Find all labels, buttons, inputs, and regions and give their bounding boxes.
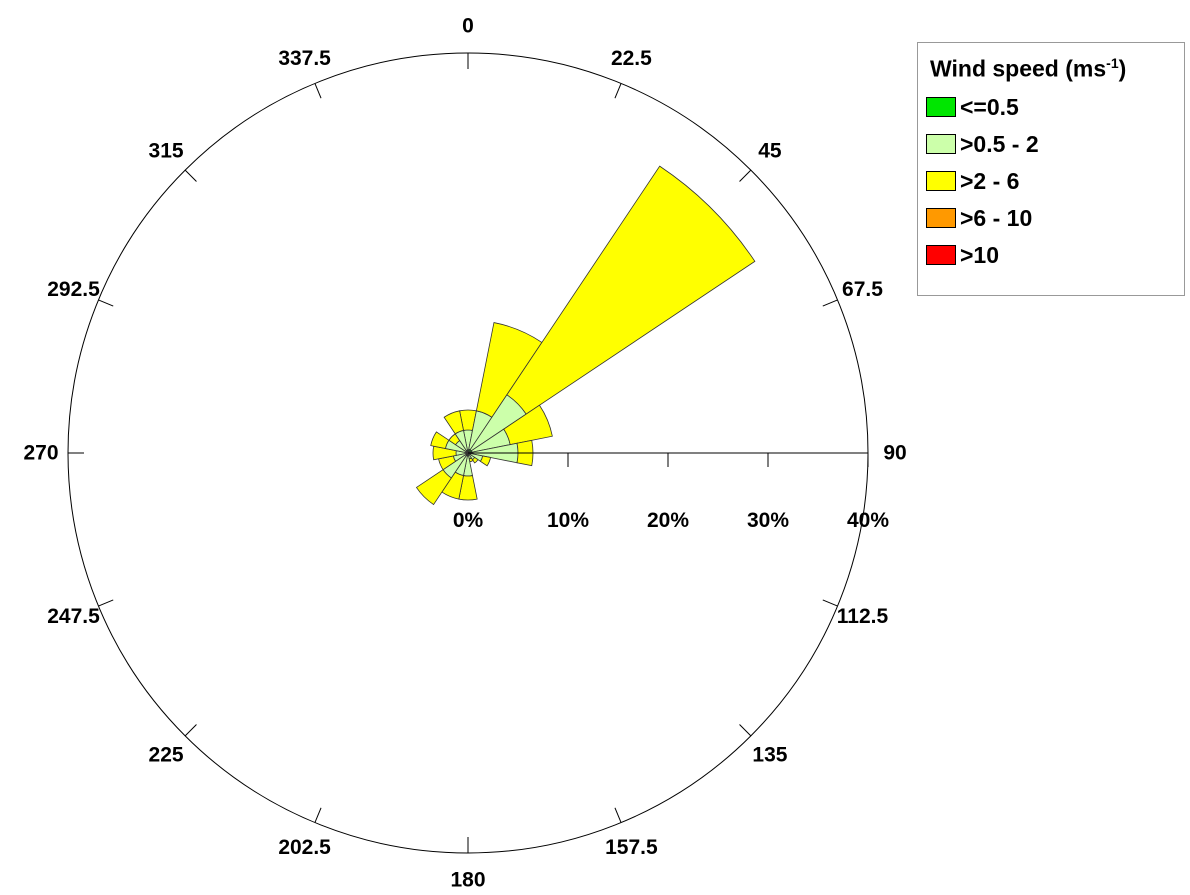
direction-tick-315 — [184, 169, 197, 182]
direction-tick-292.5 — [98, 299, 114, 307]
direction-labels: 0 22.5 45 67.5 90 112.5 135 157.5 180 202.5 225 247… — [23, 15, 906, 892]
legend-swatch-3 — [926, 208, 956, 228]
radial-tick-label: 20% — [647, 509, 689, 532]
radial-tick-label: 0% — [453, 509, 484, 532]
direction-label-292.5: 292.5 — [47, 278, 100, 301]
direction-tick-202.5 — [314, 807, 322, 823]
direction-tick-225 — [184, 724, 197, 737]
direction-label-315: 315 — [149, 140, 184, 163]
direction-label-22.5: 22.5 — [611, 47, 652, 70]
legend-label: <=0.5 — [960, 93, 1019, 120]
legend-swatch-2 — [926, 171, 956, 191]
legend-item-2: >2 - 6 — [926, 167, 1019, 195]
legend-swatch-1 — [926, 134, 956, 154]
direction-label-0: 0 — [462, 15, 474, 38]
legend: Wind speed (ms-1) <=0.5 >0.5 - 2 >2 - 6 … — [917, 42, 1185, 296]
sector-337.5-bin-2 — [443, 410, 464, 435]
radial-tick-label: 10% — [547, 509, 589, 532]
legend-title: Wind speed (ms-1) — [930, 55, 1127, 82]
direction-label-202.5: 202.5 — [278, 836, 331, 859]
sector-292.5-bin-2 — [430, 431, 450, 449]
legend-label: >0.5 - 2 — [960, 130, 1039, 157]
direction-label-157.5: 157.5 — [605, 836, 658, 859]
direction-label-247.5: 247.5 — [47, 605, 100, 628]
direction-ticks — [68, 53, 868, 853]
direction-label-67.5: 67.5 — [842, 278, 883, 301]
direction-label-180: 180 — [450, 869, 485, 892]
direction-tick-247.5 — [98, 599, 114, 607]
direction-tick-135 — [739, 724, 752, 737]
legend-label: >2 - 6 — [960, 167, 1020, 194]
direction-label-270: 270 — [23, 442, 58, 465]
legend-item-1: >0.5 - 2 — [926, 130, 1039, 158]
legend-item-4: >10 — [926, 241, 999, 269]
direction-tick-45 — [739, 169, 752, 182]
radial-axis: 0% 10% 20% 30% 40% — [453, 452, 889, 532]
sector-112.5-bin-2 — [479, 455, 492, 467]
sector-135-bin-2 — [471, 456, 479, 464]
direction-label-225: 225 — [149, 743, 184, 766]
direction-tick-22.5 — [614, 83, 622, 99]
direction-tick-67.5 — [822, 299, 838, 307]
direction-label-45: 45 — [758, 140, 782, 163]
direction-tick-157.5 — [614, 807, 622, 823]
legend-label: >6 - 10 — [960, 204, 1033, 231]
direction-tick-112.5 — [822, 599, 838, 607]
sectors-layer — [415, 165, 756, 506]
legend-swatch-4 — [926, 245, 956, 265]
legend-swatch-0 — [926, 97, 956, 117]
sector-67.5-bin-2 — [503, 404, 553, 446]
legend-item-3: >6 - 10 — [926, 204, 1032, 232]
legend-item-0: <=0.5 — [926, 93, 1019, 121]
legend-label: >10 — [960, 241, 1000, 268]
direction-label-112.5: 112.5 — [837, 605, 889, 628]
direction-tick-337.5 — [314, 83, 322, 99]
sector-45-bin-2 — [506, 165, 756, 415]
direction-label-90: 90 — [883, 442, 906, 465]
radial-tick-label: 40% — [847, 509, 889, 532]
direction-label-337.5: 337.5 — [278, 47, 331, 70]
direction-label-135: 135 — [752, 743, 787, 766]
sector-225-bin-2 — [415, 469, 452, 506]
radial-tick-label: 30% — [747, 509, 789, 532]
